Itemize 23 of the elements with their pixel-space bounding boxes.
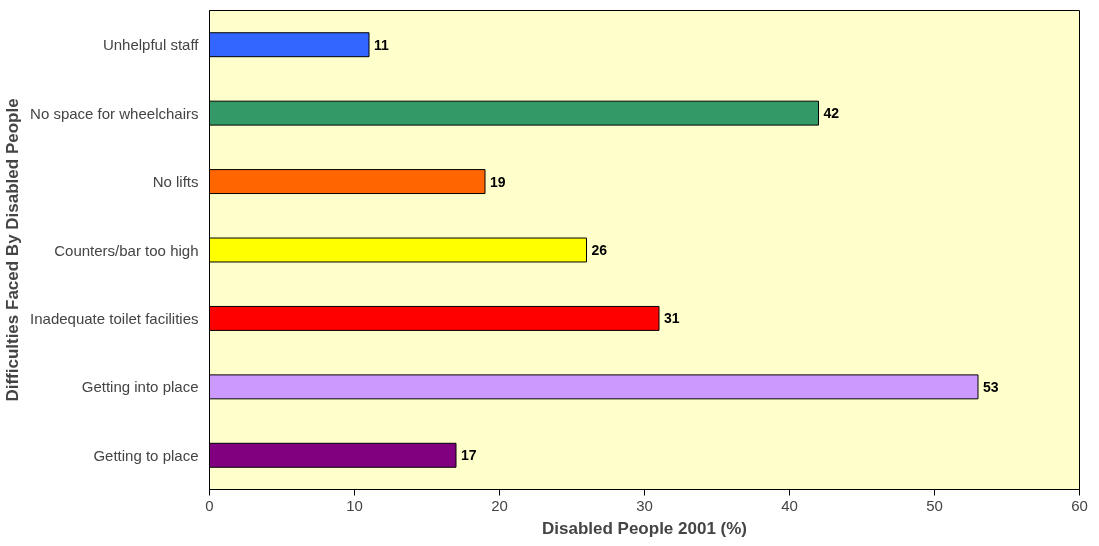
y-tick-label: Getting to place — [93, 446, 199, 464]
x-tick-label: 20 — [491, 496, 508, 514]
x-axis-title: Disabled People 2001 (%) — [541, 518, 748, 538]
y-tick-label: Counters/bar too high — [54, 241, 199, 259]
y-tick-label: No lifts — [152, 173, 199, 191]
x-tick-label: 10 — [346, 496, 363, 514]
data-label: 53 — [983, 378, 999, 395]
x-tick-label: 40 — [781, 496, 798, 514]
y-tick-label: Getting into place — [81, 378, 199, 396]
data-label: 11 — [374, 36, 390, 53]
data-label: 42 — [823, 105, 840, 122]
data-label: 17 — [461, 447, 477, 464]
y-axis-title: Difficulties Faced By Disabled People — [3, 98, 23, 402]
y-tick-label: Inadequate toilet facilities — [30, 309, 199, 327]
x-tick-label: 60 — [1071, 496, 1088, 514]
data-label: 19 — [490, 173, 506, 190]
x-tick-label: 30 — [636, 496, 653, 514]
y-tick-label: No space for wheelchairs — [30, 104, 199, 122]
data-label: 31 — [664, 310, 680, 327]
y-tick-label: Unhelpful staff — [102, 36, 200, 54]
x-tick-label: 50 — [926, 496, 943, 514]
x-tick-label: 0 — [205, 496, 214, 514]
data-label: 26 — [591, 242, 608, 258]
